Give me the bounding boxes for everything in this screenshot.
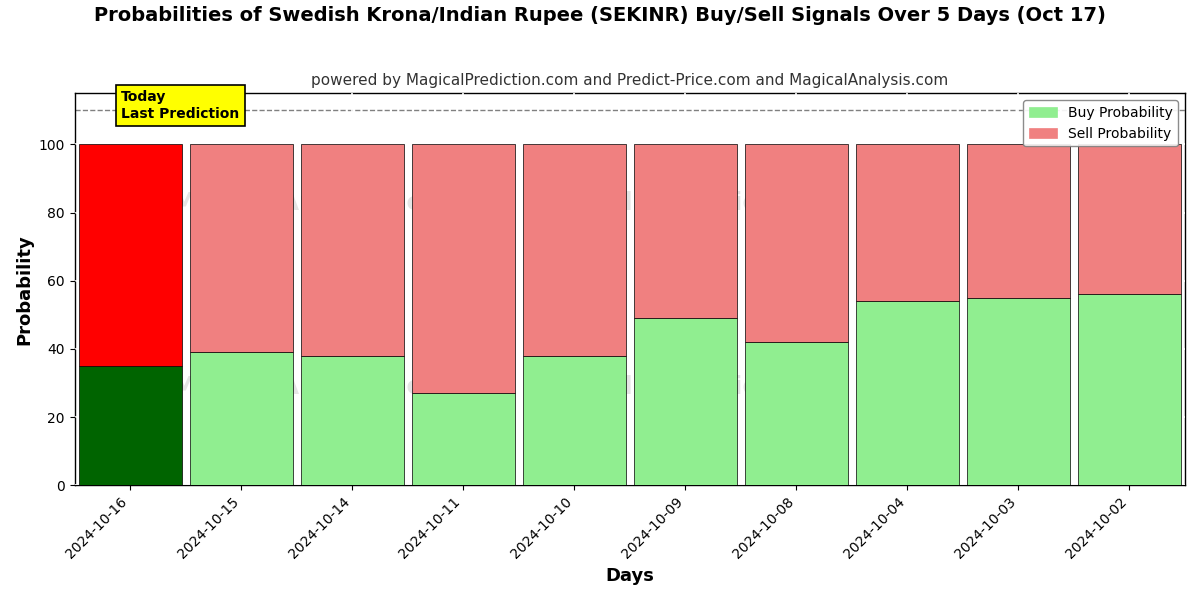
Text: MagicalPrediction.com: MagicalPrediction.com [524, 375, 846, 399]
Text: Probabilities of Swedish Krona/Indian Rupee (SEKINR) Buy/Sell Signals Over 5 Day: Probabilities of Swedish Krona/Indian Ru… [94, 6, 1106, 25]
Bar [745, 342, 848, 485]
Legend: Buy Probability, Sell Probability: Buy Probability, Sell Probability [1024, 100, 1178, 146]
Bar [967, 145, 1070, 298]
Text: MagicalAnalysis.com: MagicalAnalysis.com [172, 375, 466, 399]
Bar [78, 366, 182, 485]
Text: MagicalAnalysis.com: MagicalAnalysis.com [172, 191, 466, 215]
Bar [78, 145, 182, 366]
Title: powered by MagicalPrediction.com and Predict-Price.com and MagicalAnalysis.com: powered by MagicalPrediction.com and Pre… [311, 73, 948, 88]
Bar [967, 298, 1070, 485]
Y-axis label: Probability: Probability [16, 234, 34, 344]
Bar [523, 145, 626, 356]
Bar [1078, 295, 1181, 485]
Bar [745, 145, 848, 342]
Bar [856, 301, 959, 485]
Bar [634, 145, 737, 318]
Bar [634, 318, 737, 485]
Text: Today
Last Prediction: Today Last Prediction [121, 91, 240, 121]
Bar [301, 356, 404, 485]
Bar [523, 356, 626, 485]
Bar [856, 145, 959, 301]
Bar [301, 145, 404, 356]
Bar [190, 352, 293, 485]
Bar [412, 393, 515, 485]
X-axis label: Days: Days [605, 567, 654, 585]
Bar [1078, 145, 1181, 295]
Bar [412, 145, 515, 393]
Text: MagicalPrediction.com: MagicalPrediction.com [524, 191, 846, 215]
Bar [190, 145, 293, 352]
